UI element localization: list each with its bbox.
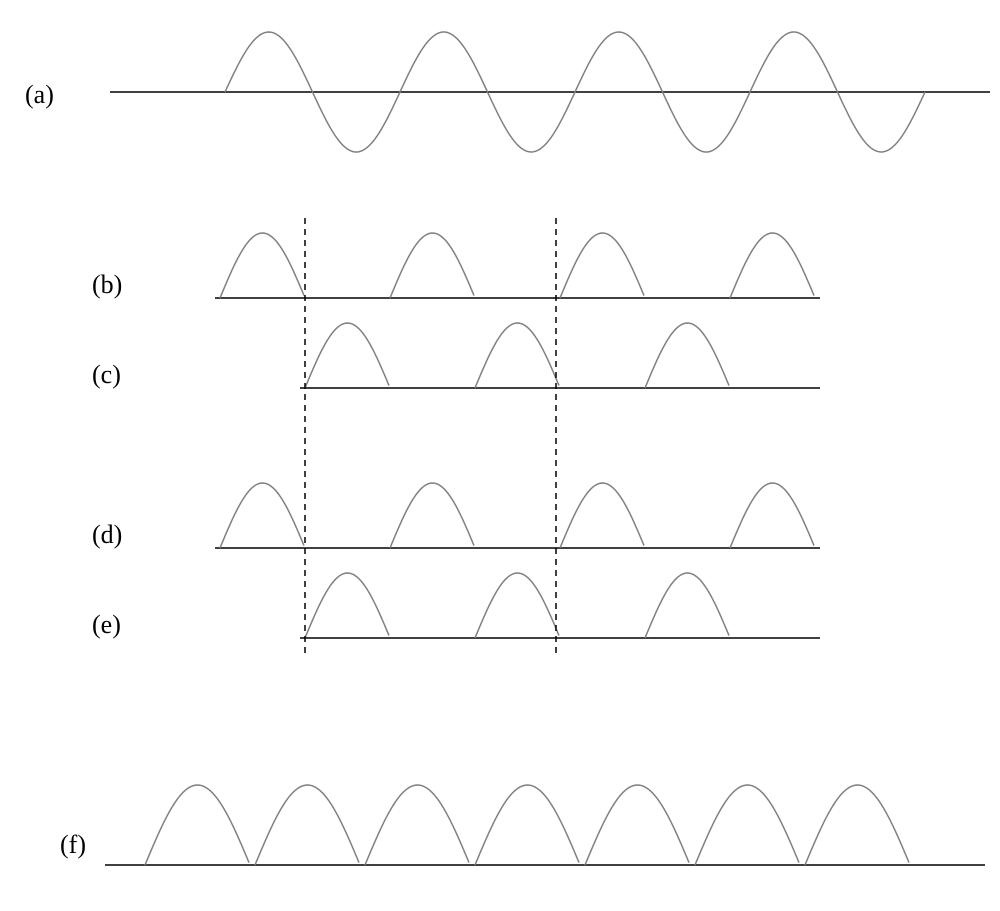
dashed-overlay bbox=[0, 0, 1000, 911]
